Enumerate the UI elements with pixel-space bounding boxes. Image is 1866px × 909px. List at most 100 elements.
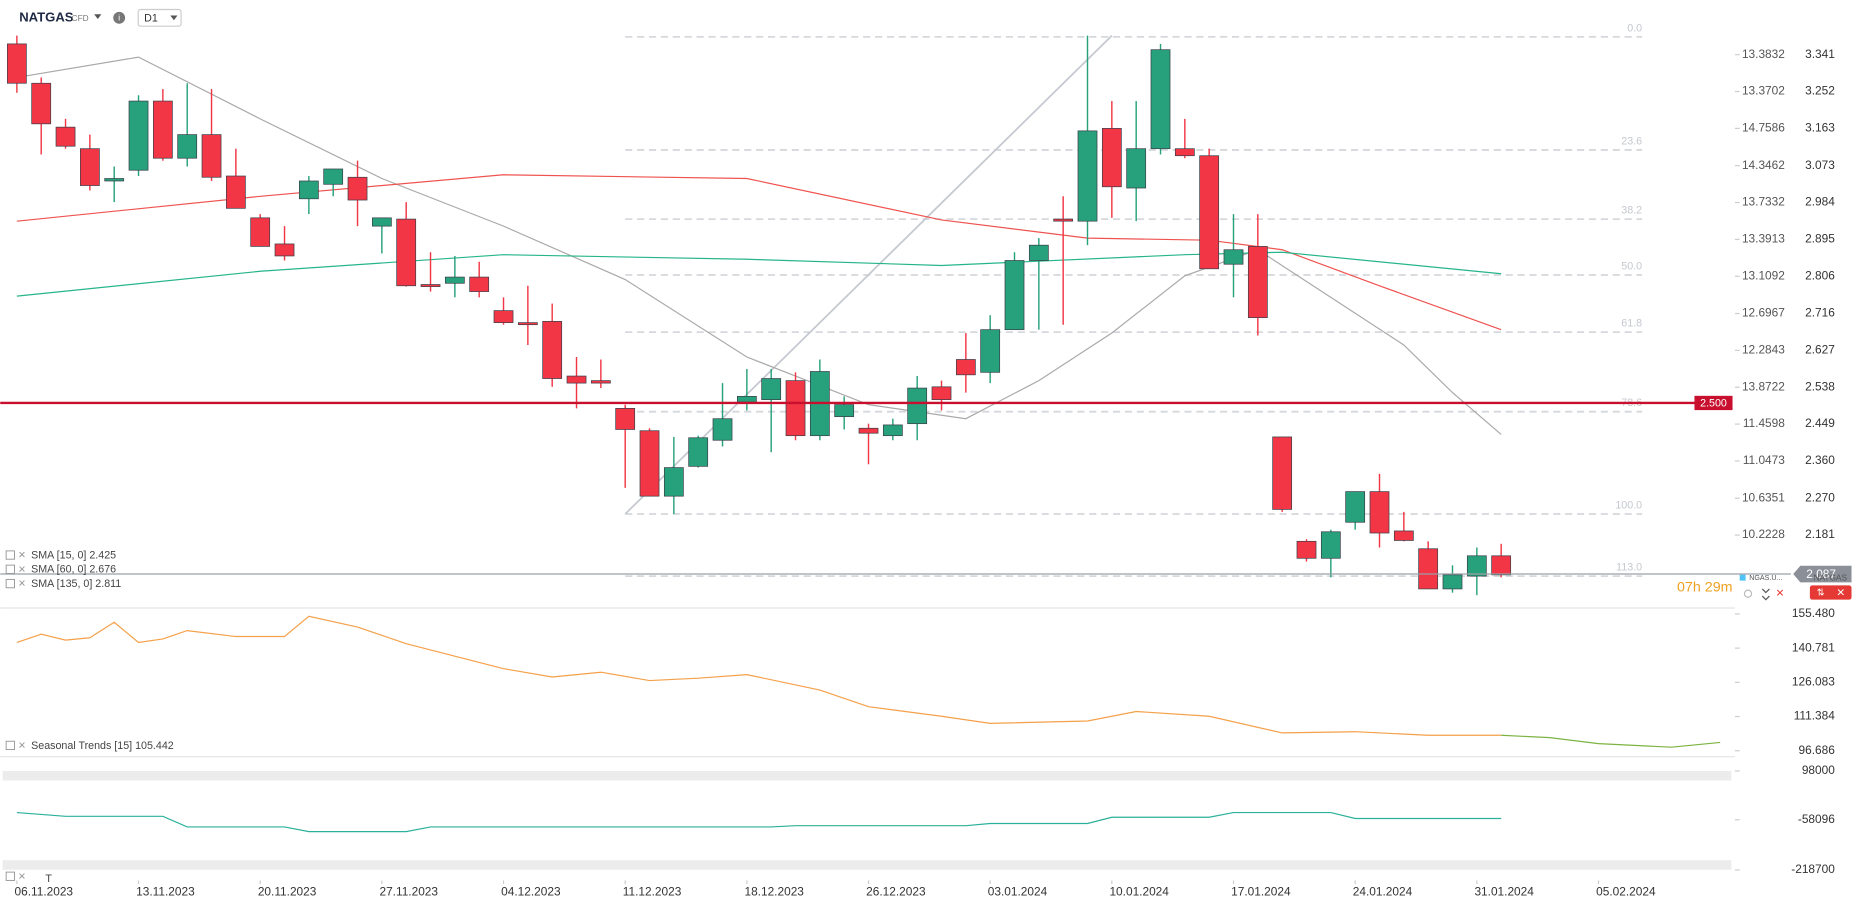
candle-body (639, 430, 660, 497)
y-tick-label: 96.686 (1799, 743, 1836, 757)
last-price-label: 2.087 (1806, 567, 1836, 581)
y-tick-label: 111.384 (1794, 709, 1836, 723)
y-tick-label: 2.806 (1805, 268, 1835, 282)
legend-close: ✕ (18, 579, 26, 590)
secondary-axis-label: 13.1092 (1742, 268, 1785, 282)
sma-line (16, 174, 1502, 331)
fib-label: 113.0 (1616, 562, 1642, 574)
tag-swatch (1739, 574, 1746, 581)
y-tick-label: 2.270 (1805, 490, 1835, 504)
secondary-axis-label: 13.8722 (1742, 379, 1785, 393)
x-tick-label: 18.12.2023 (744, 884, 804, 898)
pane-band (2, 770, 1732, 781)
y-tick-label: 2.895 (1805, 232, 1835, 246)
hline-label: 2.500 (1700, 397, 1727, 409)
candle-body (1053, 218, 1074, 222)
order-icon: ⇅ (1817, 588, 1825, 599)
candle-body (79, 148, 100, 186)
info-icon[interactable] (113, 11, 126, 24)
eye-icon[interactable] (1743, 589, 1753, 598)
secondary-axis-label: 11.0473 (1743, 453, 1785, 467)
remove-icon[interactable]: ✕ (1776, 588, 1785, 600)
candle-body (6, 43, 27, 84)
y-tick-label: 2.984 (1805, 195, 1835, 209)
candle-body (469, 276, 490, 292)
y-tick-label: 3.341 (1805, 47, 1835, 61)
candle-body (907, 387, 928, 425)
candle-body (493, 310, 514, 323)
symbol[interactable]: NATGAS (19, 9, 74, 24)
legend-close: ✕ (18, 871, 26, 882)
candle-body (1442, 574, 1463, 590)
candle-body (201, 134, 222, 178)
candle-body (250, 217, 271, 247)
y-tick-label: 2.449 (1805, 416, 1835, 430)
candle-body (1393, 530, 1414, 541)
secondary-axis-label: 13.7332 (1742, 195, 1785, 209)
candle-body (1077, 130, 1098, 222)
legend-icon (5, 564, 15, 574)
x-tick-label: 24.01.2024 (1353, 884, 1413, 898)
legend-icon (5, 740, 15, 751)
x-tick-label: 20.11.2023 (258, 884, 317, 898)
instrument-tag: NGAS.U... (1749, 574, 1782, 582)
y-tick-label: 2.627 (1805, 343, 1835, 357)
candle-body (396, 218, 417, 287)
candle-body (1101, 128, 1122, 188)
candle-body (834, 404, 855, 417)
candle-body (785, 380, 806, 437)
candle-body (712, 418, 733, 441)
candle-body (371, 217, 392, 227)
legend-close: ✕ (18, 564, 26, 575)
candle-body (980, 329, 1001, 373)
secondary-axis-label: 14.3462 (1742, 158, 1785, 172)
candle-body (688, 437, 709, 467)
candle-body (323, 168, 344, 185)
candle-body (128, 100, 149, 171)
x-tick-label: 06.11.2023 (14, 884, 73, 898)
indicator-line (16, 615, 1502, 736)
candle-body (347, 176, 368, 201)
legend-icon (5, 578, 15, 589)
order-buttons[interactable] (1809, 585, 1852, 600)
candle-body (1272, 436, 1293, 510)
close-icon[interactable]: ✕ (1836, 587, 1845, 599)
candle-body (104, 178, 125, 182)
timeframe-select[interactable] (137, 8, 182, 27)
legend-close: ✕ (18, 550, 26, 561)
instrument-tag: NATGAS (1813, 572, 1847, 582)
hline-tag (1694, 395, 1733, 411)
indicator-line (16, 811, 1502, 833)
sma-line (16, 56, 1502, 435)
candle-body (566, 375, 587, 384)
y-tick-label: 2.716 (1805, 306, 1835, 320)
secondary-axis-label: 13.3832 (1742, 47, 1785, 61)
candle-body (1199, 155, 1220, 270)
candle-body (55, 126, 76, 147)
legend-icon (5, 871, 15, 881)
candle-body (1223, 249, 1244, 265)
candle-body (177, 134, 198, 159)
fib-label: 38.2 (1621, 205, 1642, 217)
indicator-line (1501, 734, 1721, 748)
x-tick-label: 27.11.2023 (379, 884, 438, 898)
x-tick-label: 17.01.2024 (1231, 884, 1291, 898)
arrows-icon[interactable] (1761, 588, 1770, 601)
symbol-dropdown[interactable] (94, 14, 102, 20)
candle-body (298, 180, 319, 200)
y-tick-label: 155.480 (1792, 606, 1835, 620)
instrument-type: CFD (72, 13, 89, 23)
y-tick-label: 2.538 (1805, 379, 1835, 393)
candle-body (1004, 260, 1025, 331)
legend-close: ✕ (18, 741, 26, 752)
secondary-axis-label: 14.7586 (1742, 121, 1785, 135)
candle-body (274, 243, 295, 257)
timeframe: D1 (144, 12, 158, 24)
secondary-axis-label: 10.6351 (1742, 490, 1785, 504)
countdown: 07h 29m (1677, 580, 1733, 596)
timeframe-dropdown[interactable] (170, 15, 178, 21)
candle-body (225, 175, 246, 209)
candle-body (420, 284, 441, 287)
candle-body (1296, 540, 1317, 559)
